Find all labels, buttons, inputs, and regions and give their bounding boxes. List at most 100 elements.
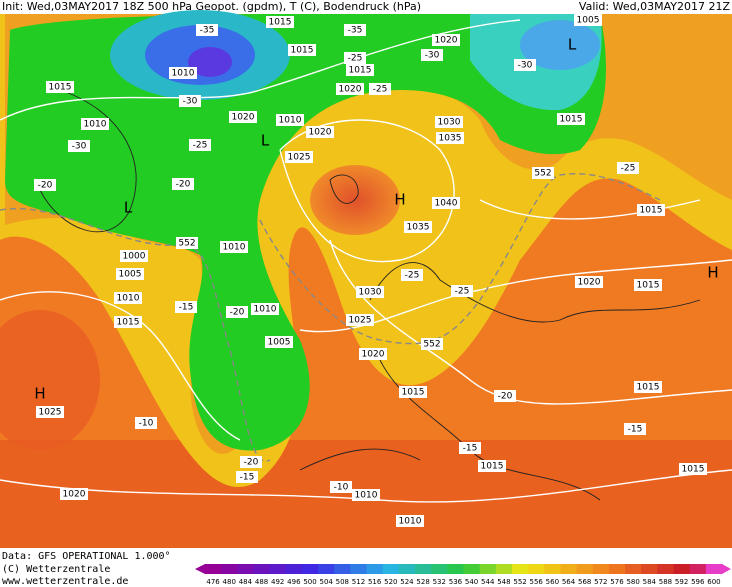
scale-swatch [237,564,254,574]
contour-label: 1010 [223,243,246,253]
label-box [81,118,109,130]
contour-label: 1025 [39,408,62,418]
label-box [68,140,90,152]
contour-label: 1010 [117,294,140,304]
contour-label: 552 [534,169,551,179]
label-box [396,515,424,527]
scale-label: 492 [271,578,284,586]
contour-label: 1010 [172,69,195,79]
contour-label: -20 [230,308,245,318]
contour-label: -15 [463,444,478,454]
contour-label: 1015 [291,46,314,56]
scale-swatch [592,564,610,574]
scale-swatch [495,564,513,574]
label-box [369,83,391,95]
scale-swatch [334,564,351,574]
contour-label: 1000 [123,252,146,262]
label-box [617,162,639,174]
coastline [39,89,701,501]
contour-label: -30 [72,142,87,152]
scale-label: 504 [319,578,333,586]
label-box [575,276,603,288]
trough-green [5,14,606,451]
label-box [624,423,646,435]
label-box [494,390,516,402]
label-box [220,241,248,253]
scale-arrow-right [722,564,731,574]
scale-swatch [528,564,545,574]
scale-label: 532 [433,578,446,586]
scale-label: 516 [368,578,382,586]
label-box [432,34,460,46]
label-box [189,139,211,151]
label-box [266,16,294,28]
contour-label: 1005 [119,270,142,280]
scale-swatch [673,564,691,574]
label-box [120,250,148,262]
cold-blue-east [520,20,600,70]
contour-label: 1025 [349,316,372,326]
scale-swatch [366,564,384,574]
contour-label: 1015 [117,318,140,328]
label-box [116,268,144,280]
scale-label: 488 [255,578,268,586]
contour-label: 1015 [481,462,504,472]
color-scale: 476 480 484 488 492 496 500 504 508 512 516 520 524 5… [195,564,731,586]
pressure-center: L [124,199,133,217]
contour-label: 1020 [435,36,458,46]
contour-label: 1020 [309,128,332,138]
label-box [114,316,142,328]
contour-label: -15 [240,473,255,483]
scale-label: 476 [206,578,220,586]
contour-label: 1030 [438,118,461,128]
scale-label: 552 [513,578,526,586]
contour-label: 1010 [355,491,378,501]
footer-copyright: (C) Wetterzentrale [2,564,110,575]
label-box [352,489,380,501]
contour-label: 1020 [232,113,255,123]
contour-label: -20 [176,180,191,190]
contour-label: 1015 [349,66,372,76]
cold-core [188,47,232,77]
contour-label: 1015 [269,18,292,28]
label-box [175,301,197,313]
label-box [532,167,554,179]
scale-label: 576 [610,578,624,586]
geopotential-552 [0,173,661,462]
label-box [346,314,374,326]
label-box [36,406,64,418]
scale-label: 596 [691,578,705,586]
label-box [135,417,157,429]
contour-label: 1035 [407,223,430,233]
label-box [46,81,74,93]
scale-swatch [463,564,481,574]
scale-swatch [205,564,222,574]
label-box [236,471,258,483]
contour-label: -25 [193,141,208,151]
label-box [285,151,313,163]
label-box [176,237,198,249]
label-box [288,44,316,56]
label-box [172,178,194,190]
label-box [637,204,665,216]
scale-label: 480 [223,578,236,586]
contour-label: -30 [518,61,533,71]
contour-label: -10 [139,419,154,429]
label-box [330,481,352,493]
scale-swatch [641,564,658,574]
scale-swatch [285,564,303,574]
scale-swatch [705,564,723,574]
scale-label: 528 [416,578,429,586]
contour-label: 552 [178,239,195,249]
scale-label: 512 [352,578,365,586]
scale-swatch [318,564,335,574]
contour-label: 1040 [435,199,458,209]
label-box [169,67,197,79]
contour-label: 1015 [637,383,660,393]
scale-swatch [479,564,497,574]
pressure-center: H [707,264,718,282]
contour-label: -25 [455,287,470,297]
label-box [436,132,464,144]
label-box [679,463,707,475]
label-box [574,14,602,26]
